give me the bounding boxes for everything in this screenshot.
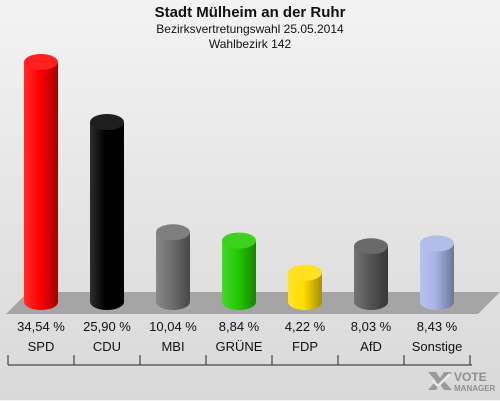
value-label-cdu: 25,90 % [83,319,131,334]
bar-cap-spd [24,54,58,70]
category-label-cdu: CDU [93,339,121,354]
bar-cap-mbi [156,224,190,241]
category-label-sonstige: Sonstige [412,339,463,354]
bar-gr-ne [222,232,256,310]
bar-body-gr-ne [222,240,256,310]
bar-fdp [288,264,322,310]
bar-cap-fdp [288,264,322,281]
vote-manager-x-icon [428,372,452,390]
bar-body-fdp [288,272,322,310]
category-label-mbi: MBI [161,339,184,354]
bar-body-spd [24,62,58,310]
bar-body-cdu [90,122,124,310]
category-label-spd: SPD [28,339,55,354]
labels-group: 34,54 % SPD 25,90 % CDU 10,04 % MBI 8,84 % GRÜN… [7,319,471,365]
bar-body-mbi [156,232,190,310]
value-label-gr-ne: 8,84 % [219,319,260,334]
value-label-afd: 8,03 % [351,319,392,334]
category-label-gr-ne: GRÜNE [216,339,263,354]
vote-manager-logo: VOTE MANAGER [424,366,496,396]
chart-header: Stadt Mülheim an der Ruhr Bezirksvertret… [0,4,500,52]
value-label-sonstige: 8,43 % [417,319,458,334]
chart-subtitle-district: Wahlbezirk 142 [208,37,292,51]
chart-subtitle-election: Bezirksvertretungswahl 25.05.2014 [156,22,344,36]
value-label-fdp: 4,22 % [285,319,326,334]
chart-title: Stadt Mülheim an der Ruhr [154,4,346,21]
category-label-fdp: FDP [292,339,318,354]
bar-spd [24,54,58,310]
bar-afd [354,238,388,310]
logo-text-vote: VOTE [454,370,487,384]
bar-cdu [90,114,124,310]
bar-cap-afd [354,238,388,255]
bar-body-sonstige [420,243,454,310]
category-label-afd: AfD [360,339,382,354]
bar-body-afd [354,246,388,310]
bar-sonstige [420,235,454,310]
bar-cap-cdu [90,114,124,131]
bar-cap-sonstige [420,235,454,252]
bar-mbi [156,224,190,310]
value-label-mbi: 10,04 % [149,319,197,334]
value-label-spd: 34,54 % [17,319,65,334]
bar-cap-gr-ne [222,232,256,249]
bars-group [24,54,454,310]
logo-text-manager: MANAGER [454,384,496,393]
